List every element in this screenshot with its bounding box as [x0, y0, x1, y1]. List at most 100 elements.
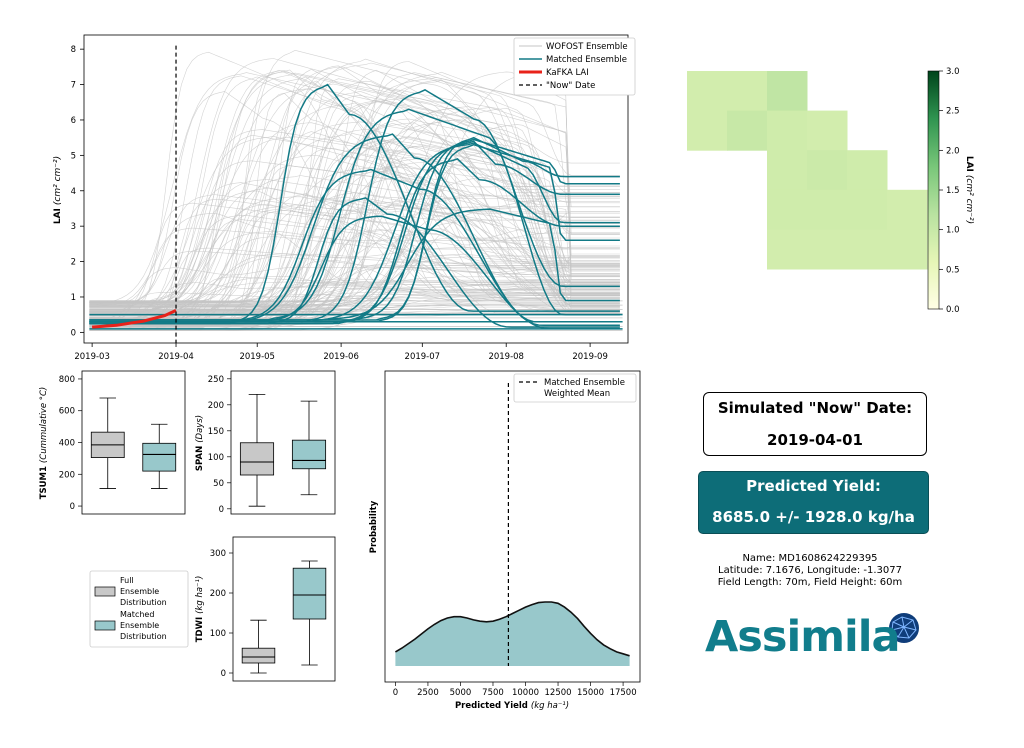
lai-y-tick-label: 8: [71, 45, 76, 55]
colorbar-tick-label: 1.0: [946, 226, 960, 236]
box-y-tick-label: 200: [208, 401, 224, 411]
tdwi-boxplot: 0 100 200 300 TDWI(kg ha⁻¹): [195, 536, 336, 682]
simulated-date-value: 2019-04-01: [767, 431, 863, 449]
box-y-tick-label: 250: [208, 375, 224, 385]
yield-x-tick-label: 2500: [417, 688, 439, 698]
span-boxes: 0 50 100 150 200 250: [208, 375, 327, 515]
legend-label-matched-box: Matched Ensemble Distribution: [120, 610, 167, 641]
tsum1-boxes: 0 200 400 600 800: [59, 375, 177, 512]
lai-x-tick-label: 2019-07: [405, 352, 441, 362]
map-cells: [687, 71, 928, 270]
lai-y-tick-label: 7: [71, 81, 76, 91]
lai-y-tick-label: 5: [71, 151, 76, 161]
map-cell: [767, 229, 808, 270]
wofost-ensemble-line: [89, 229, 620, 304]
map-cell: [687, 71, 728, 112]
map-cell: [727, 71, 768, 112]
lai-legend-frame: [513, 37, 636, 96]
yield-legend-line1: Matched Ensemble: [544, 378, 625, 388]
wofost-ensemble-line: [89, 182, 620, 314]
yield-x-ticks: 0 2500 5000 7500 10000 12500 15000 17500: [393, 682, 637, 698]
span-y-axis-label: SPAN(Days): [195, 415, 205, 471]
wofost-ensemble-line: [89, 72, 620, 305]
wofost-ensemble-line: [89, 58, 620, 322]
wofost-ensemble-line: [89, 165, 620, 307]
yield-density-curve: [394, 601, 630, 657]
predicted-yield-title: Predicted Yield:: [746, 477, 881, 495]
map-cell: [687, 110, 728, 151]
matched-box: [142, 442, 177, 472]
logo-network-icon: [891, 616, 917, 639]
colorbar-tick-label: 1.5: [946, 186, 960, 196]
map-cell: [847, 229, 888, 270]
map-cell: [767, 71, 808, 112]
wofost-ensemble-line: [89, 69, 620, 303]
box-y-tick-label: 150: [208, 427, 224, 437]
box-y-tick-label: 0: [221, 669, 226, 679]
lai-y-ticks: 0 1 2 3 4 5 6 7 8: [71, 45, 84, 338]
wofost-ensemble-line: [89, 179, 620, 309]
simulated-date-box: Simulated "Now" Date: 2019-04-01: [703, 392, 927, 456]
matched-ensemble-line: [89, 208, 620, 321]
wofost-ensemble-line: [89, 166, 620, 313]
legend-label-now: "Now" Date: [546, 81, 595, 91]
map-cell: [887, 229, 928, 270]
box-y-tick-label: 200: [210, 589, 226, 599]
map-cell: [887, 189, 928, 230]
wofost-ensemble-line: [89, 279, 620, 312]
map-cell: [807, 189, 848, 230]
field-size: Field Length: 70m, Field Height: 60m: [717, 577, 903, 588]
yield-legend: Matched Ensemble Weighted Mean: [513, 373, 637, 403]
yield-x-tick-label: 5000: [450, 688, 472, 698]
wofost-ensemble-line: [89, 247, 620, 328]
assimila-logo-mark: [889, 613, 919, 643]
colorbar-tick-label: 2.5: [946, 107, 960, 117]
map-cell: [767, 110, 808, 151]
lai-y-axis-label: LAI(cm² cm⁻²): [53, 156, 63, 224]
box-y-tick-label: 50: [213, 479, 224, 489]
lai-y-tick-label: 4: [71, 187, 76, 197]
lai-field-map: 0.0 0.5 1.0 1.5 2.0 2.5 3.0 LAI(cm² cm⁻²): [687, 67, 974, 315]
map-cell: [807, 150, 848, 191]
colorbar-ticks: 0.0 0.5 1.0 1.5 2.0 2.5 3.0: [939, 67, 960, 315]
lai-x-tick-label: 2019-05: [239, 352, 275, 362]
legend-swatch-matched-box: [94, 620, 116, 631]
legend-label-wofost: WOFOST Ensemble: [546, 42, 628, 52]
wofost-ensemble-line: [89, 296, 620, 312]
box-y-tick-label: 400: [59, 439, 75, 449]
box-legend: Full Ensemble Distribution Matched Ensem…: [89, 570, 189, 648]
yield-x-tick-label: 0: [393, 688, 398, 698]
yield-x-tick-label: 12500: [545, 688, 572, 698]
full-box: [241, 647, 276, 664]
full-box: [239, 442, 275, 476]
tsum1-boxplot: 0 200 400 600 800 TSUM1(Cummulative °C): [39, 370, 186, 515]
wofost-ensemble-line: [89, 62, 620, 329]
lai-x-tick-label: 2019-04: [158, 352, 194, 362]
wofost-ensemble-line: [89, 281, 620, 317]
legend-label-matched: Matched Ensemble: [546, 55, 627, 65]
box-y-tick-label: 100: [208, 453, 224, 463]
wofost-ensemble-line: [89, 72, 620, 306]
kafka-lai-line: [91, 309, 177, 329]
colorbar-tick-label: 0.0: [946, 305, 960, 315]
map-cell: [767, 150, 808, 191]
legend-label-full: Full Ensemble Distribution: [120, 576, 167, 607]
colorbar-label: LAI(cm² cm⁻²): [964, 156, 974, 224]
matched-ensemble-line: [89, 197, 620, 328]
matched-ensemble-lines: [89, 83, 623, 330]
lai-y-tick-label: 3: [71, 222, 76, 232]
box-y-tick-label: 0: [70, 502, 75, 512]
lai-x-tick-label: 2019-03: [74, 352, 110, 362]
map-cell: [847, 150, 888, 191]
box-y-tick-label: 600: [59, 407, 75, 417]
yield-x-tick-label: 10000: [512, 688, 539, 698]
tsum1-y-axis-label: TSUM1(Cummulative °C): [39, 387, 49, 500]
box-y-tick-label: 200: [59, 470, 75, 480]
wofost-ensemble-line: [89, 202, 620, 313]
lai-x-tick-label: 2019-08: [488, 352, 524, 362]
box-y-tick-label: 100: [210, 629, 226, 639]
map-cell: [807, 110, 848, 151]
yield-x-tick-label: 7500: [482, 688, 504, 698]
